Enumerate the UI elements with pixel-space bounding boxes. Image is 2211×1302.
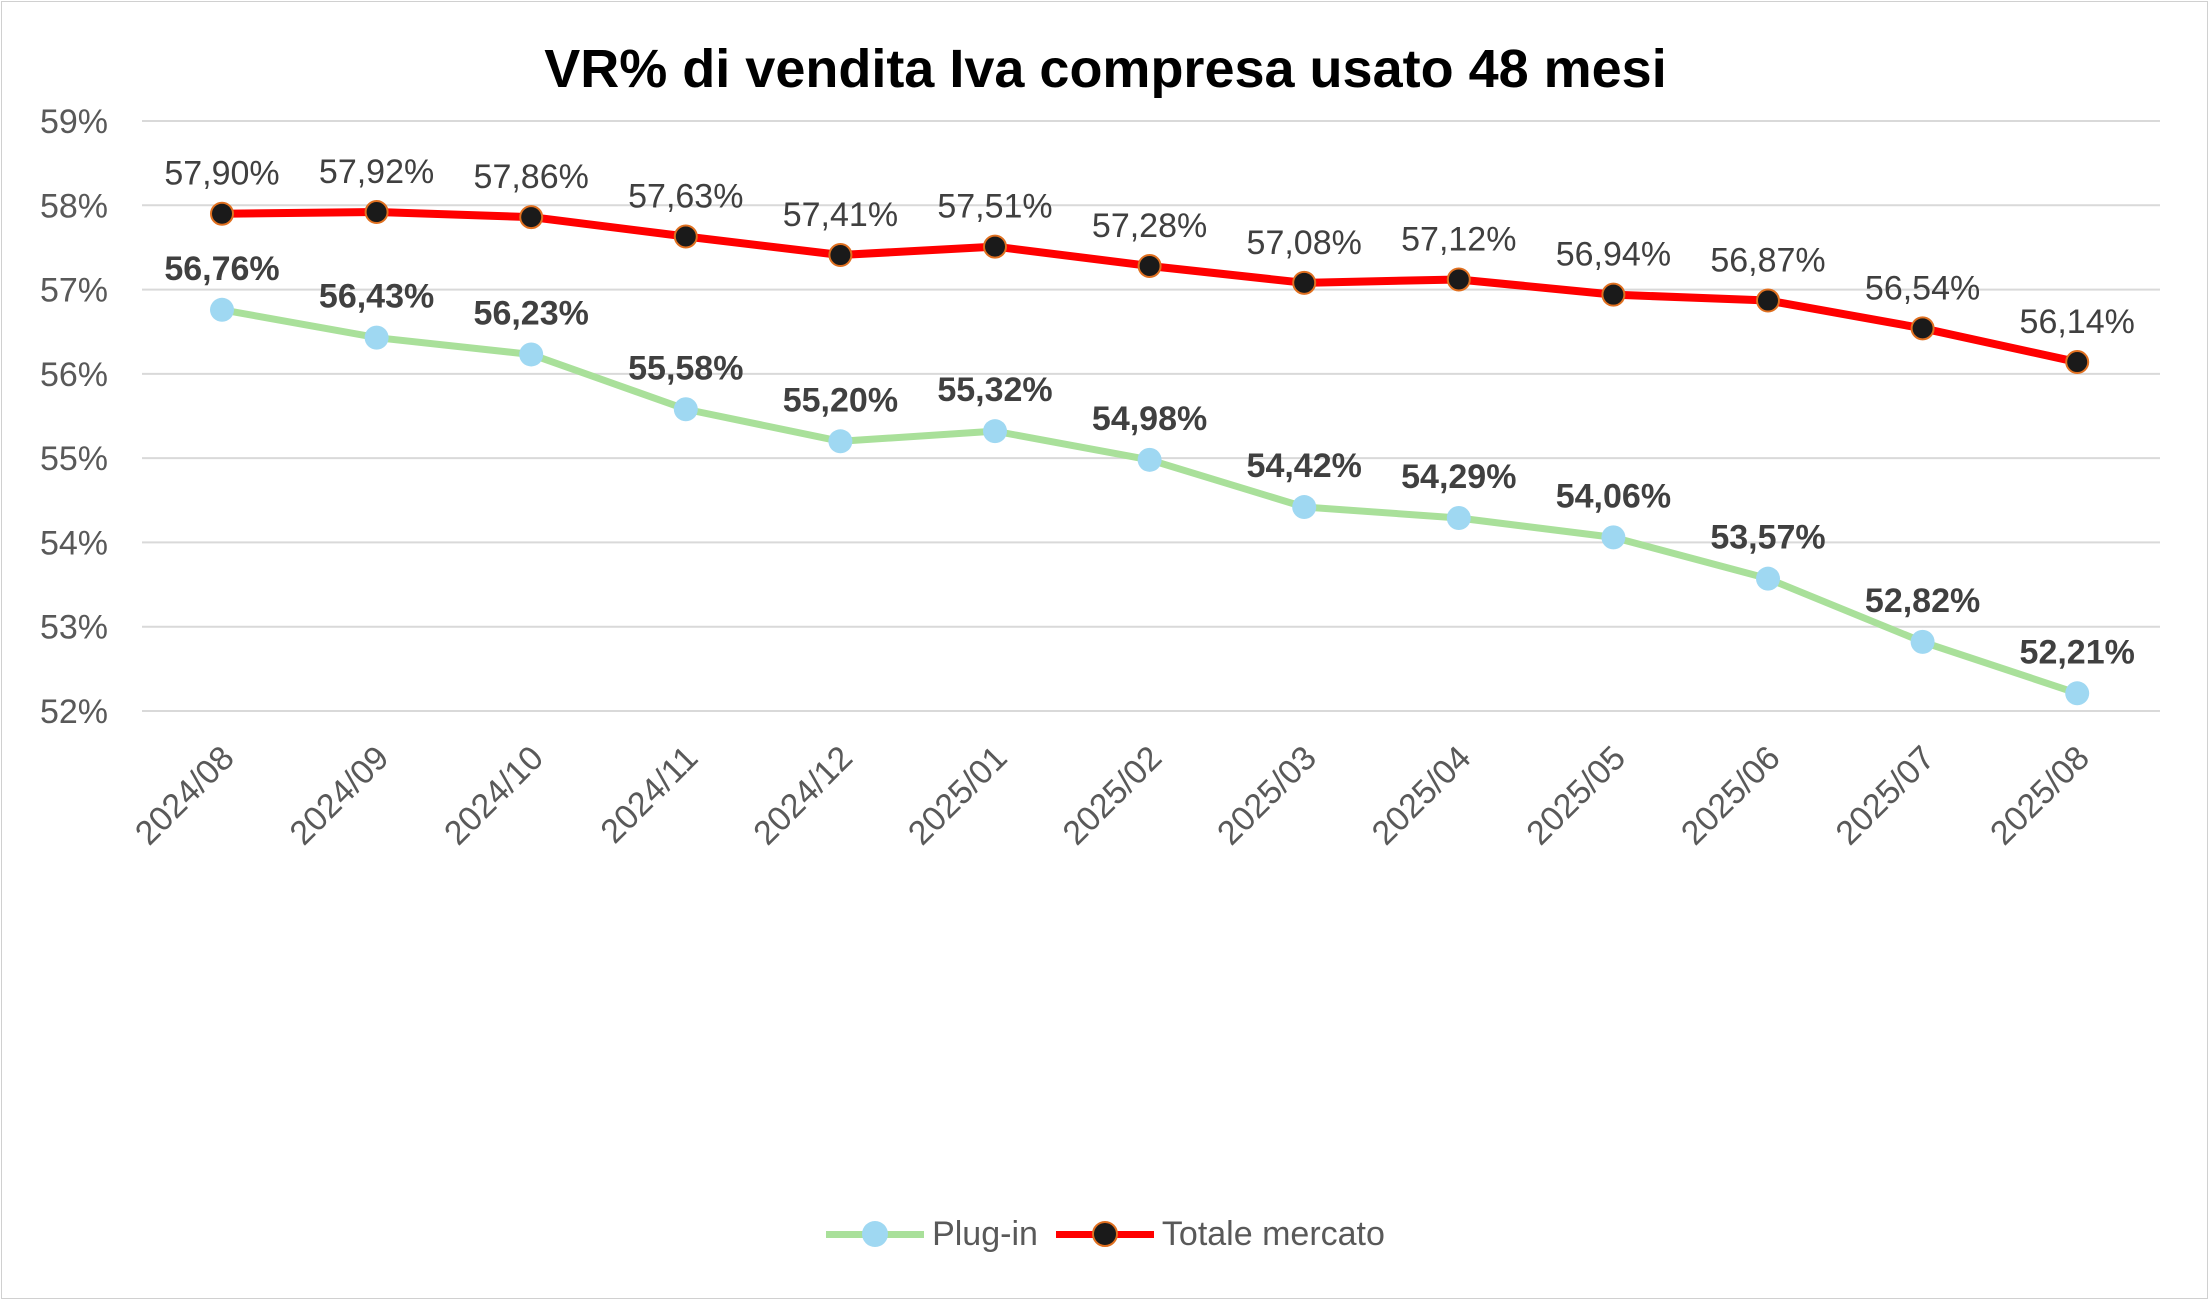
y-tick-label: 55% [40,440,108,478]
data-label: 53,57% [1710,519,1825,557]
data-label: 56,14% [2020,303,2135,341]
data-label: 56,94% [1556,236,1671,274]
data-label: 57,51% [937,188,1052,226]
data-label: 57,63% [628,177,743,215]
series-line [218,306,2081,697]
data-point [2065,681,2090,706]
legend-label-totale: Totale mercato [1161,1214,1385,1253]
data-label: 56,43% [319,278,434,316]
x-tick-label: 2025/03 [1210,739,1324,853]
x-tick-label: 2024/08 [128,739,242,853]
data-point [1137,447,1162,472]
x-tick-label: 2025/06 [1674,739,1788,853]
data-label: 54,06% [1556,477,1671,515]
data-label: 56,23% [474,294,589,332]
legend-item-totale: Totale mercato [1055,1214,1385,1254]
y-tick-label: 56% [40,356,108,394]
data-point [1292,270,1317,295]
x-tick-label: 2024/12 [746,739,860,853]
legend-swatch-plugin [826,1219,925,1249]
data-point [210,201,234,226]
x-tick-label: 2024/11 [593,739,705,851]
data-point [1446,267,1471,292]
data-point [1601,525,1626,550]
x-tick-label: 2025/08 [1983,739,2097,853]
series-markers [210,200,2090,706]
data-point [673,397,698,422]
data-point [1292,495,1317,520]
data-point [364,325,389,350]
data-point [1446,505,1471,530]
legend-label-plugin: Plug-in [932,1214,1038,1253]
x-tick-label: 2025/07 [1828,739,1942,853]
data-point [673,224,698,249]
data-point [828,243,853,268]
x-axis-ticks: 2024/08 2024/09 2024/10 2024/11 2024/12 2025/… [128,739,2097,853]
data-label: 55,20% [783,381,898,419]
data-label: 57,28% [1092,207,1207,245]
data-point [519,205,544,230]
gridlines [142,120,2160,712]
data-label: 54,42% [1247,447,1362,485]
legend: Plug-in Totale mercato [0,1212,2211,1256]
data-label: 57,41% [783,196,898,234]
data-label: 56,87% [1710,242,1825,280]
data-point [1910,316,1935,341]
data-point [1601,282,1626,307]
x-tick-label: 2024/09 [282,739,396,853]
x-tick-label: 2025/04 [1365,739,1479,853]
data-label: 54,98% [1092,400,1207,438]
data-label: 54,29% [1401,458,1516,496]
legend-item-plugin: Plug-in [826,1215,1038,1254]
data-point [983,234,1007,259]
x-tick-label: 2025/05 [1519,739,1633,853]
legend-marker [862,1221,889,1247]
data-label: 57,90% [164,155,279,193]
y-axis-ticks: 52% 53% 54% 55% 56% 57% 58% 59% [40,103,108,731]
legend-swatch-totale [1055,1219,1154,1249]
data-label: 52,21% [2020,633,2135,671]
data-point [210,297,234,322]
x-tick-label: 2025/01 [901,739,1015,853]
y-tick-label: 52% [40,693,108,731]
data-label: 57,92% [319,153,434,191]
data-point [1756,566,1780,591]
data-point [1756,288,1780,313]
data-label: 56,54% [1865,269,1980,307]
y-tick-label: 58% [40,187,108,225]
data-point [983,419,1007,444]
data-point [1910,629,1935,654]
data-label: 57,86% [474,158,589,196]
data-labels: 56,76% 56,43% 56,23% 55,58% 55,20% 55,32% 54,9… [164,153,2135,671]
data-label: 56,76% [164,250,279,288]
data-point [364,200,389,225]
legend-marker [1091,1221,1118,1247]
y-tick-label: 54% [40,524,108,562]
y-tick-label: 57% [40,272,108,310]
data-point [519,342,544,367]
y-tick-label: 59% [40,103,108,141]
data-point [828,429,853,454]
data-label: 57,08% [1247,224,1362,262]
x-tick-label: 2024/10 [437,739,551,853]
data-label: 52,82% [1865,582,1980,620]
data-point [1137,253,1162,278]
chart-title: VR% di vendita Iva compresa usato 48 mes… [544,39,1667,99]
x-tick-label: 2025/02 [1055,739,1169,853]
data-label: 55,58% [628,349,743,387]
y-tick-label: 53% [40,609,108,647]
data-point [2065,350,2090,375]
data-label: 55,32% [937,371,1052,409]
data-label: 57,12% [1401,220,1516,258]
